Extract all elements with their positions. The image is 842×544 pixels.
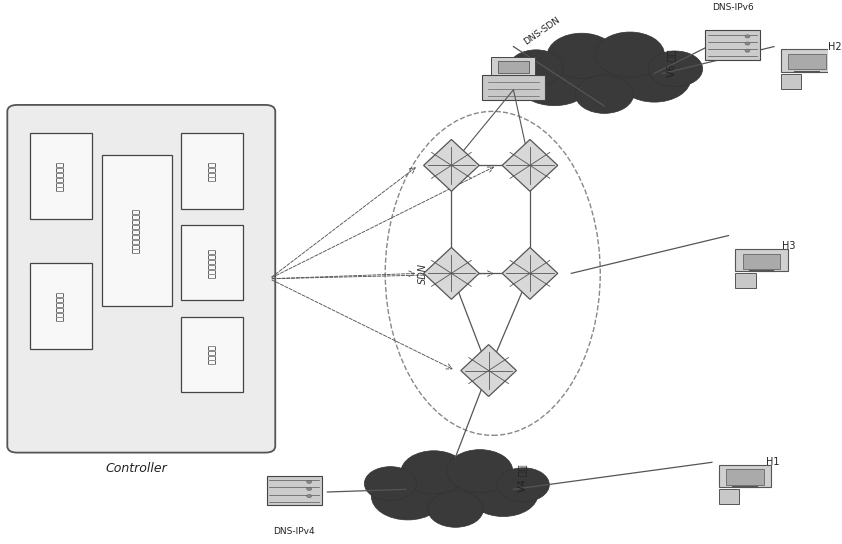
FancyBboxPatch shape [719,465,771,487]
Text: 映射模块: 映射模块 [207,161,216,181]
Circle shape [745,49,750,52]
Circle shape [595,32,664,77]
Text: 临时地址池管理模块: 临时地址池管理模块 [132,208,141,252]
Circle shape [371,472,445,520]
Circle shape [447,450,513,493]
FancyBboxPatch shape [781,73,802,89]
Text: 拓扑管理模块: 拓扑管理模块 [207,248,216,277]
Text: DNS-IPv4: DNS-IPv4 [274,527,315,536]
Circle shape [306,480,312,484]
Circle shape [410,460,501,519]
Text: DNS-SDN: DNS-SDN [522,15,562,47]
Polygon shape [502,248,557,299]
Text: Controller: Controller [105,462,168,475]
Text: H2: H2 [828,41,841,52]
Polygon shape [424,248,479,299]
Text: 域名解析模块: 域名解析模块 [56,161,65,191]
Circle shape [745,42,750,45]
FancyBboxPatch shape [8,105,275,453]
FancyBboxPatch shape [498,61,529,73]
Circle shape [547,33,616,78]
Circle shape [648,51,702,86]
Circle shape [557,43,652,104]
Circle shape [618,54,690,102]
Circle shape [306,494,312,498]
Polygon shape [424,139,479,191]
FancyBboxPatch shape [102,154,172,306]
Text: V4 网络: V4 网络 [518,465,528,492]
FancyBboxPatch shape [181,133,243,208]
Text: H1: H1 [765,458,779,467]
Text: V6 网络: V6 网络 [666,49,676,77]
FancyBboxPatch shape [706,30,759,59]
Circle shape [468,471,538,516]
Circle shape [575,76,633,113]
FancyBboxPatch shape [181,225,243,300]
FancyBboxPatch shape [482,76,545,100]
FancyBboxPatch shape [29,133,92,219]
FancyBboxPatch shape [719,489,739,504]
FancyBboxPatch shape [743,254,781,269]
Circle shape [306,487,312,491]
FancyBboxPatch shape [781,49,833,72]
FancyBboxPatch shape [492,57,536,76]
FancyBboxPatch shape [29,263,92,349]
Circle shape [428,491,483,527]
Polygon shape [502,139,557,191]
Circle shape [401,451,466,494]
Circle shape [509,50,563,85]
Circle shape [745,35,750,38]
Text: 翻译模块: 翻译模块 [207,344,216,364]
Circle shape [498,468,549,502]
Circle shape [365,467,417,500]
FancyBboxPatch shape [181,317,243,392]
FancyBboxPatch shape [735,249,787,271]
Text: DNS-IPv6: DNS-IPv6 [711,3,754,11]
FancyBboxPatch shape [788,54,826,69]
Text: H3: H3 [782,242,796,251]
Circle shape [516,56,593,106]
FancyBboxPatch shape [726,469,764,485]
Polygon shape [461,345,516,397]
FancyBboxPatch shape [735,273,756,288]
FancyBboxPatch shape [267,476,322,505]
Text: SDN: SDN [418,263,428,284]
Text: 地址转换模块: 地址转换模块 [56,290,65,321]
